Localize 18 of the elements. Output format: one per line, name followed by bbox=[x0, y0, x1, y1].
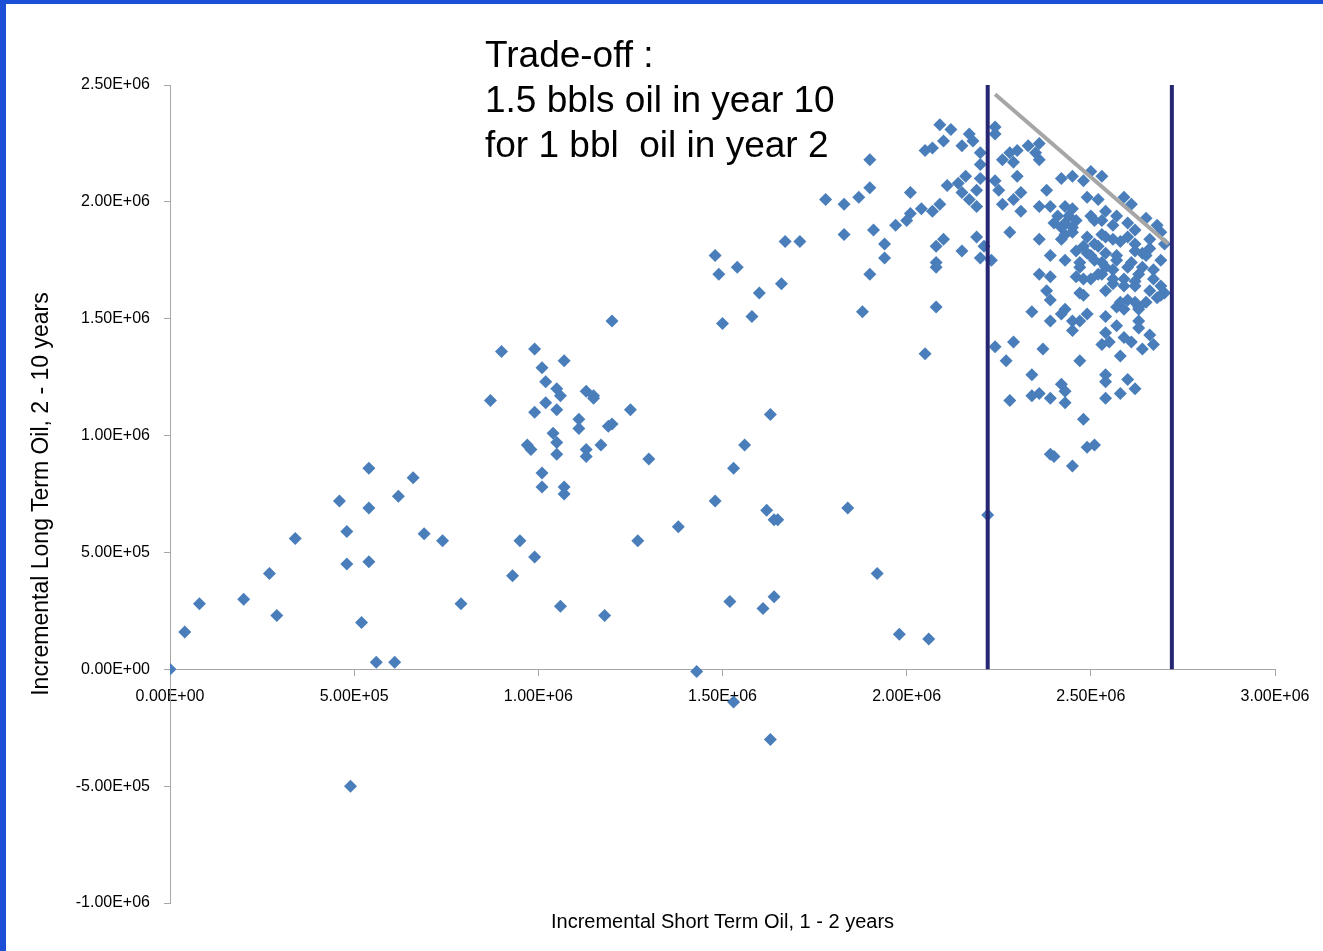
x-tick-label: 2.00E+06 bbox=[872, 687, 942, 705]
y-tick-label: 0.00E+00 bbox=[81, 659, 151, 677]
y-axis-title: Incremental Long Term Oil, 2 - 10 years bbox=[27, 292, 54, 696]
x-tick-label: 5.00E+05 bbox=[319, 687, 389, 705]
y-tick-label: -5.00E+05 bbox=[75, 776, 151, 794]
x-tick-label: 0.00E+00 bbox=[135, 687, 205, 705]
y-tick-label: 2.50E+06 bbox=[81, 75, 151, 93]
y-tick-label: 2.00E+06 bbox=[81, 192, 151, 210]
x-tick-label: 3.00E+06 bbox=[1240, 687, 1310, 705]
x-tick-label: 2.50E+06 bbox=[1056, 687, 1126, 705]
x-tick-label: 1.50E+06 bbox=[688, 687, 758, 705]
y-tick-label: 5.00E+05 bbox=[81, 542, 151, 560]
x-tick-label: 1.00E+06 bbox=[503, 687, 573, 705]
x-axis-title: Incremental Short Term Oil, 1 - 2 years bbox=[550, 909, 895, 932]
y-tick-label: 1.00E+06 bbox=[81, 425, 151, 443]
chart-title: Trade-off : 1.5 bbls oil in year 10 for 1 bbl oil in year 2 bbox=[485, 34, 835, 165]
y-tick-label: 1.50E+06 bbox=[81, 309, 151, 327]
y-tick-label: -1.00E+06 bbox=[75, 893, 151, 911]
